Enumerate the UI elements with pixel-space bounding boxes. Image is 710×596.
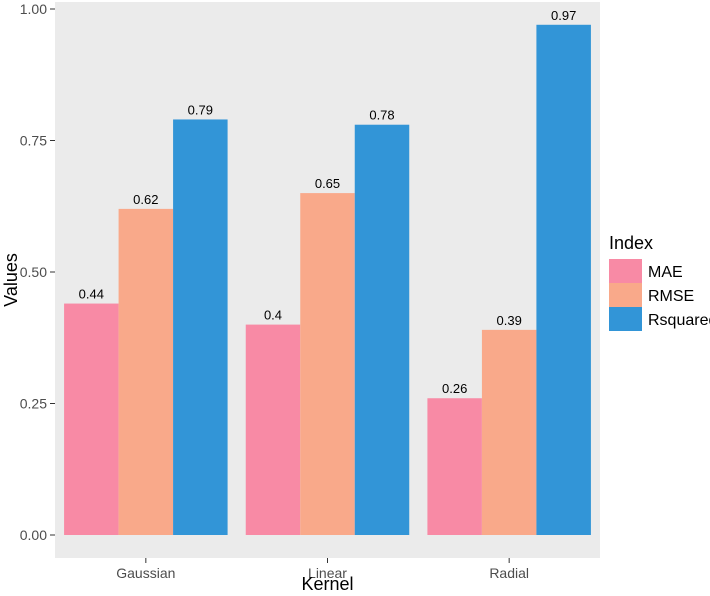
data-label-rsquared-gaussian: 0.79 [188, 102, 213, 117]
data-label-rmse-radial: 0.39 [497, 313, 522, 328]
legend: Index MAE RMSE Rsquared [609, 233, 710, 331]
y-axis: 0.00 0.25 0.50 0.75 1.00 [20, 1, 55, 543]
data-label-rsquared-linear: 0.78 [369, 108, 394, 123]
data-label-rmse-linear: 0.65 [315, 176, 340, 191]
data-label-mae-radial: 0.26 [442, 381, 467, 396]
legend-key-rmse [609, 283, 642, 307]
bar-rsquared-linear [354, 124, 410, 535]
legend-label-mae: MAE [648, 264, 683, 281]
legend-label-rmse: RMSE [648, 288, 694, 305]
legend-label-rsquared: Rsquared [648, 312, 710, 329]
bar-mae-radial [427, 398, 482, 535]
data-labels-group: 0.44 0.62 0.79 0.4 0.65 0.78 0.26 0.39 0.97 [79, 8, 577, 396]
bar-rmse-gaussian [118, 208, 174, 535]
bar-rmse-linear [300, 193, 355, 535]
bar-rmse-radial [481, 329, 537, 535]
data-label-mae-gaussian: 0.44 [79, 287, 104, 302]
y-tick-label: 0.50 [20, 264, 47, 280]
x-axis-title: Kernel [301, 574, 353, 594]
data-label-rmse-gaussian: 0.62 [133, 192, 158, 207]
y-tick-label: 0.00 [20, 527, 47, 543]
y-tick-label: 0.75 [20, 133, 47, 149]
x-tick-label: Linear [308, 565, 347, 581]
data-label-rsquared-radial: 0.97 [551, 8, 576, 23]
y-tick-label: 0.25 [20, 396, 47, 412]
legend-key-rsquared [609, 307, 642, 331]
x-tick-label: Gaussian [116, 565, 175, 581]
bar-mae-gaussian [64, 303, 119, 535]
bar-rsquared-gaussian [173, 119, 228, 536]
y-tick-label: 1.00 [20, 1, 47, 17]
x-tick-label: Radial [489, 565, 529, 581]
bars-group [64, 24, 591, 536]
bar-mae-linear [245, 324, 301, 535]
legend-title: Index [609, 233, 653, 253]
legend-key-mae [609, 259, 642, 283]
x-axis: Gaussian Linear Radial [116, 558, 529, 581]
bar-rsquared-radial [536, 24, 591, 536]
data-label-mae-linear: 0.4 [264, 308, 282, 323]
y-axis-title: Values [1, 253, 21, 307]
